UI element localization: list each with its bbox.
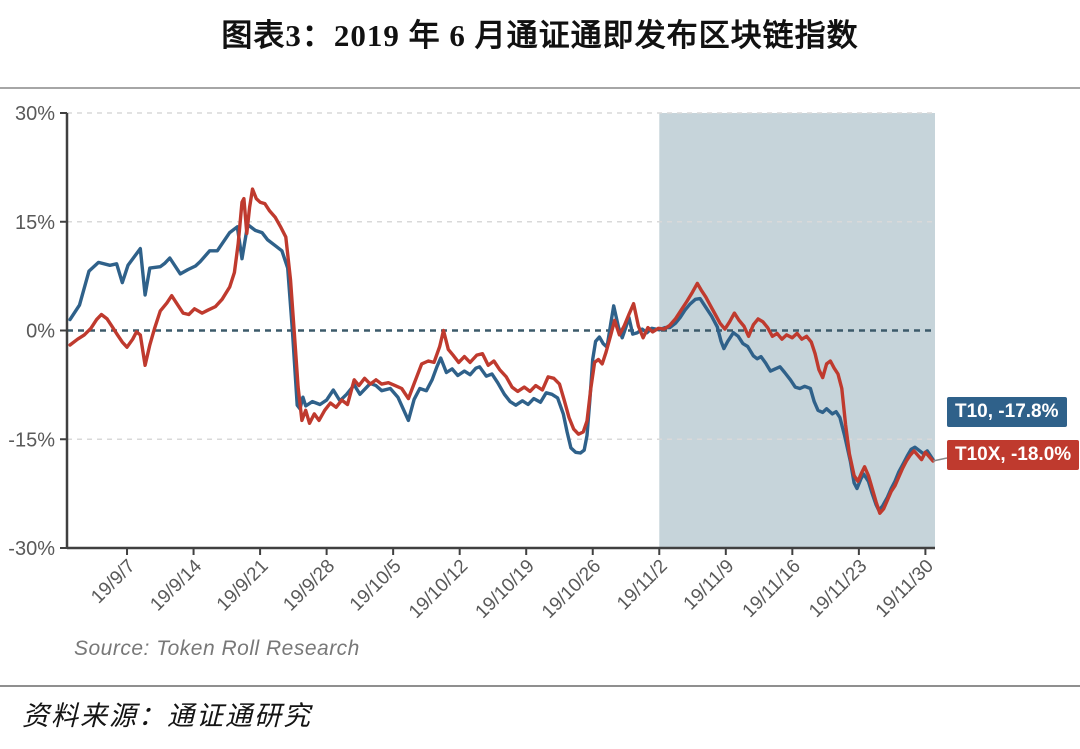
divider-bottom	[0, 685, 1080, 687]
y-tick-label: 0%	[26, 321, 55, 343]
x-tick-label: 19/10/26	[538, 556, 605, 623]
chart-layer: 30% 15% 0% -15% -30% 19/9/7 19/9/14 19/9/21 19/9…	[8, 103, 948, 623]
chart-svg: 30% 15% 0% -15% -30% 19/9/7 19/9/14 19/9/21 19/9…	[8, 103, 948, 623]
x-tick-label: 19/9/28	[279, 556, 339, 616]
x-tick-label: 19/10/12	[405, 556, 472, 623]
series-line-t10	[68, 222, 935, 512]
series-line-t10x	[68, 187, 935, 515]
x-tick-label: 19/11/9	[680, 556, 739, 615]
y-tick-label: 30%	[15, 103, 55, 125]
series-end-label-t10: T10, -17.8%	[947, 397, 1067, 427]
caption-source-zh: 资料来源：通证通研究	[22, 701, 312, 731]
y-tick-label: -15%	[8, 429, 55, 451]
y-tick-label: 15%	[15, 212, 55, 234]
y-tick-label: -30%	[8, 538, 55, 560]
x-tick-label: 19/11/30	[872, 556, 938, 622]
x-tick-label: 19/10/19	[472, 556, 539, 623]
x-tick-label: 19/9/14	[146, 555, 206, 615]
x-tick-label: 19/11/23	[805, 556, 871, 622]
x-tick-label: 19/10/5	[346, 556, 406, 616]
x-tick-label: 19/9/21	[213, 556, 273, 616]
divider-top	[0, 87, 1080, 89]
x-tick-label: 19/11/2	[613, 556, 672, 615]
label-connector	[932, 457, 948, 462]
source-note: Source: Token Roll Research	[74, 637, 360, 660]
figure-title: 图表3：2019 年 6 月通证通即发布区块链指数	[221, 18, 859, 53]
x-tick-label: 19/11/16	[739, 556, 805, 622]
series-end-label-t10x: T10X, -18.0%	[947, 440, 1080, 470]
x-tick-label: 19/9/7	[87, 556, 139, 608]
